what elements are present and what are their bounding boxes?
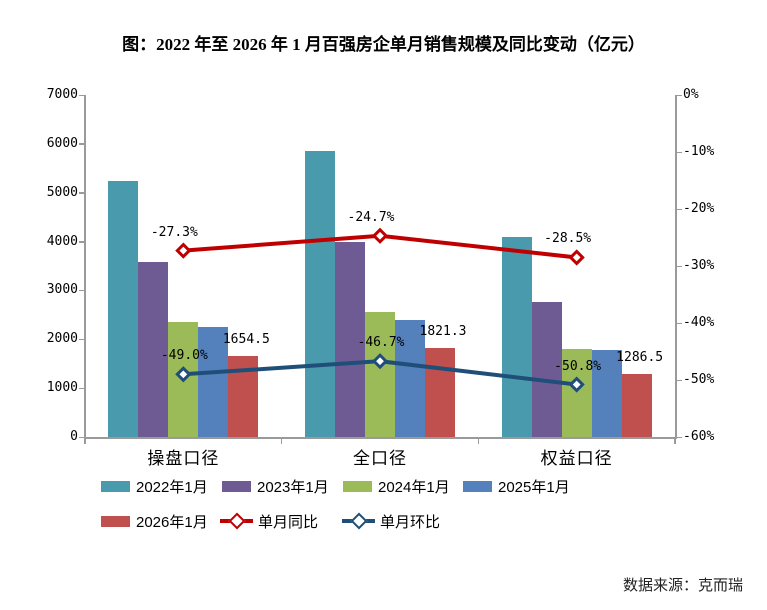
plot-area: 1654.5 1821.3 1286.5 -27.3% -24.7% -28.5% -49.… [85, 95, 675, 437]
bar-s1-c1 [335, 242, 365, 437]
legend-item-2026年1月-swatch [101, 515, 130, 527]
line-value-label: -46.7% [357, 335, 405, 351]
bar-s0-c1 [305, 151, 335, 437]
line-value-label: -49.0% [160, 348, 208, 364]
right-axis-tick-mark [677, 322, 682, 324]
right-axis-tick-mark [677, 208, 682, 210]
left-axis-tick-label: 1000 [46, 380, 78, 396]
legend-item-2024年1月: 2024年1月 [343, 477, 450, 496]
right-axis-tick-label: -60% [683, 429, 715, 444]
legend-item-yoy-sample [220, 512, 253, 530]
line-0-marker-0 [175, 242, 192, 259]
bar-s0-c2 [501, 237, 532, 437]
bar-s4-c1 [425, 348, 455, 437]
bar-s1-c2 [531, 301, 562, 437]
line-value-label: -50.8% [554, 358, 602, 374]
line-1-marker-2 [568, 376, 585, 393]
bar-s3-c1 [395, 319, 425, 437]
legend-item-mom-sample [342, 512, 375, 530]
right-axis-tick-label: -10% [683, 144, 715, 159]
line-1-marker-1 [371, 353, 389, 370]
right-axis-tick-mark [677, 151, 682, 153]
left-axis-tick-label: 6000 [46, 135, 78, 151]
left-axis-tick-mark [79, 94, 84, 96]
source-note: 数据来源：克而瑞 [622, 577, 743, 594]
left-axis-tick-mark [79, 241, 84, 243]
legend-item-2024年1月-swatch [343, 480, 372, 492]
line-1-marker-0 [175, 366, 192, 383]
legend-item-2023年1月-label: 2023年1月 [257, 478, 329, 496]
legend-item-2023年1月-swatch [222, 480, 251, 492]
bar-s1-c0 [138, 262, 169, 437]
right-axis-tick-label: -20% [683, 201, 715, 216]
legend-item-mom: 单月环比 [342, 512, 441, 531]
legend-item-2026年1月: 2026年1月 [101, 512, 208, 531]
x-axis-tick-mark [280, 437, 283, 444]
legend-item-2022年1月-label: 2022年1月 [136, 478, 208, 496]
chart-title: 图：2022 年至 2026 年 1 月百强房企单月销售规模及同比变动（亿元） [122, 35, 645, 54]
category-label: 权益口径 [540, 449, 613, 468]
line-0-marker-2 [568, 249, 585, 266]
bar-s2-c2 [561, 348, 592, 437]
legend-item-2022年1月-swatch [101, 480, 130, 492]
bar-s3-c0 [198, 326, 229, 437]
legend-item-2025年1月-swatch [463, 480, 492, 492]
lines-layer [175, 227, 585, 393]
right-axis-tick-label: -30% [683, 258, 715, 273]
right-axis-tick-mark [677, 94, 682, 96]
legend-item-yoy-label: 单月同比 [258, 513, 319, 531]
left-axis-line [84, 95, 86, 439]
legend-item-mom-diamond-icon [350, 512, 368, 530]
x-axis-tick-mark [84, 437, 86, 444]
x-axis-tick-mark [477, 437, 480, 444]
legend-item-2025年1月-label: 2025年1月 [498, 478, 570, 496]
right-axis-line [675, 95, 677, 439]
bar-s4-c2 [621, 374, 652, 437]
right-axis-tick-label: 0% [683, 87, 699, 102]
legend-item-2022年1月: 2022年1月 [101, 477, 208, 496]
category-label: 操盘口径 [147, 449, 220, 468]
bar-s2-c1 [365, 312, 395, 437]
left-axis-tick-mark [79, 436, 84, 438]
left-axis-tick-label: 5000 [46, 184, 78, 200]
legend-item-yoy: 单月同比 [220, 512, 319, 531]
legend-item-2026年1月-label: 2026年1月 [136, 513, 208, 531]
right-axis-tick-label: -50% [683, 372, 715, 387]
legend-item-2023年1月: 2023年1月 [222, 477, 329, 496]
left-axis-tick-mark [79, 387, 84, 390]
line-value-label: -24.7% [347, 209, 395, 225]
right-axis-tick-mark [677, 436, 682, 438]
bar-s3-c2 [591, 349, 622, 437]
left-axis-tick-mark [79, 289, 84, 292]
bar-value-label: 1654.5 [222, 332, 270, 348]
left-axis-tick-label: 4000 [46, 233, 78, 249]
legend-item-2024年1月-label: 2024年1月 [378, 478, 450, 496]
left-axis-tick-label: 3000 [46, 282, 78, 298]
right-axis-tick-mark [677, 379, 682, 381]
left-axis-tick-mark [79, 338, 84, 341]
bar-value-label: 1286.5 [616, 350, 664, 366]
bar-value-label: 1821.3 [419, 324, 467, 340]
left-axis-tick-label: 0 [70, 429, 78, 444]
legend-item-mom-label: 单月环比 [380, 513, 441, 531]
bar-s0-c0 [108, 180, 139, 437]
right-axis-tick-mark [677, 265, 682, 267]
left-axis-tick-mark [79, 192, 84, 194]
x-axis-line [84, 437, 677, 439]
line-value-label: -27.3% [150, 224, 198, 240]
legend-item-2025年1月: 2025年1月 [463, 477, 570, 496]
left-axis-tick-label: 7000 [46, 87, 78, 102]
left-axis-tick-mark [79, 143, 84, 145]
line-0-marker-1 [371, 227, 389, 244]
x-axis-tick-mark [674, 437, 676, 444]
right-axis-tick-label: -40% [683, 315, 715, 330]
category-label: 全口径 [353, 449, 407, 468]
left-axis-tick-label: 2000 [46, 331, 78, 347]
legend-item-yoy-diamond-icon [228, 512, 246, 530]
line-value-label: -28.5% [544, 231, 592, 247]
